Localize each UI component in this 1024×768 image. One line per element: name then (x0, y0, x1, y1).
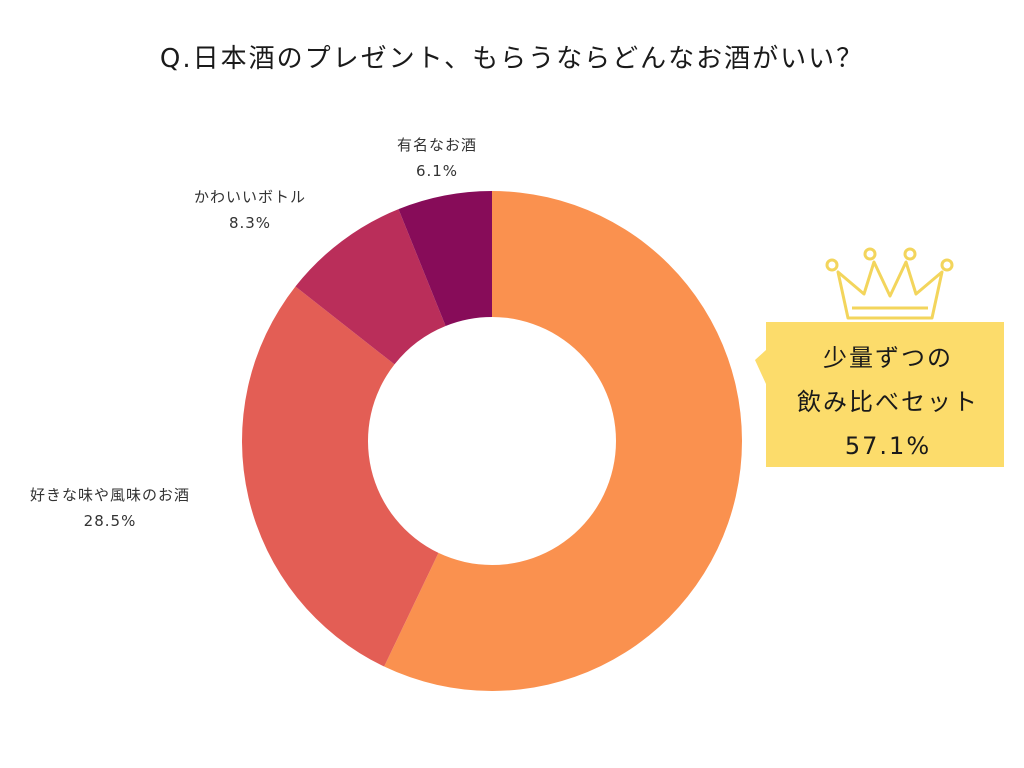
slice-2 (295, 209, 446, 365)
slice-label-3: 有名なお酒 (397, 136, 477, 154)
slice-0 (384, 191, 742, 691)
labels-layer: 好きな味や風味のお酒 28.5% かわいいボトル 8.3% 有名なお酒 6.1% (30, 136, 477, 530)
callout-label-line-1: 飲み比べセット (797, 388, 979, 416)
slice-value-1: 28.5% (84, 512, 137, 530)
callout-value: 57.1% (845, 432, 931, 460)
slice-1 (241, 286, 439, 667)
callout-label-line-0: 少量ずつの (823, 344, 953, 372)
crown-icon (825, 247, 954, 320)
slices-layer (241, 191, 742, 691)
chart-title: Q.日本酒のプレゼント、もらうならどんなお酒がいい？ (159, 44, 865, 74)
slice-value-3: 6.1% (416, 162, 458, 180)
callout-box (755, 322, 1004, 480)
slice-value-2: 8.3% (229, 214, 271, 232)
slice-label-1: 好きな味や風味のお酒 (30, 486, 190, 504)
slice-3 (398, 191, 492, 326)
slice-label-2: かわいいボトル (194, 188, 306, 206)
